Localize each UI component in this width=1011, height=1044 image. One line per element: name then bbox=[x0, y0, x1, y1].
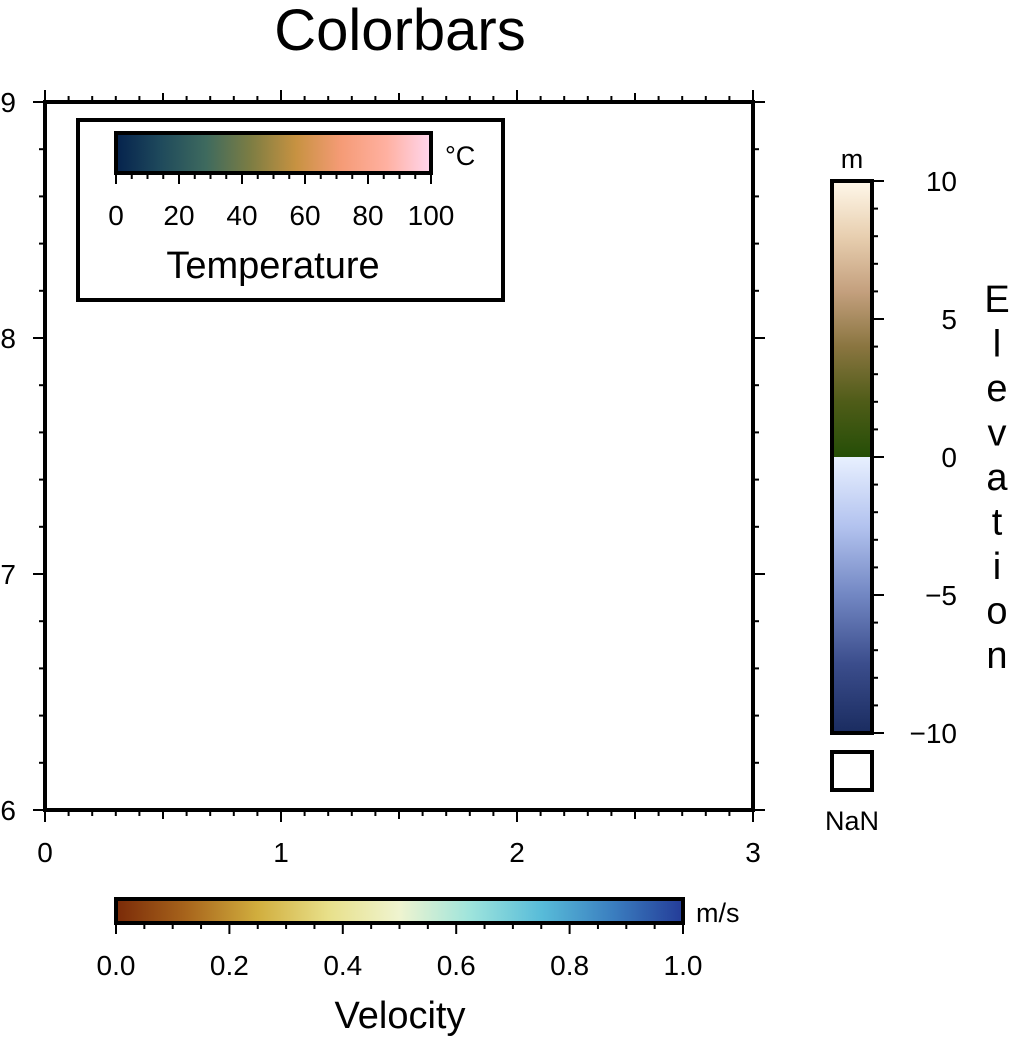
elevation-label-letter: i bbox=[993, 546, 1001, 588]
velocity-tick-label: 0.8 bbox=[550, 950, 589, 981]
elevation-tick-label: −10 bbox=[910, 718, 958, 749]
elevation-nan-label: NaN bbox=[825, 806, 879, 836]
x-tick-label: 0 bbox=[37, 837, 53, 868]
chart-title: Colorbars bbox=[274, 0, 525, 63]
y-tick-label: 7 bbox=[0, 559, 16, 590]
elevation-label-letter: l bbox=[993, 324, 1001, 366]
velocity-label: Velocity bbox=[335, 995, 466, 1037]
temperature-tick-label: 80 bbox=[352, 200, 383, 231]
elevation-label-letter: v bbox=[988, 413, 1007, 455]
elevation-label-letter: n bbox=[986, 635, 1007, 677]
elevation-tick-label: 0 bbox=[941, 442, 957, 473]
elevation-label-letter: o bbox=[986, 591, 1007, 633]
temperature-unit: °C bbox=[445, 141, 475, 171]
velocity-color-bar bbox=[114, 897, 685, 925]
temperature-tick-label: 20 bbox=[163, 200, 194, 231]
velocity-tick-label: 0.2 bbox=[210, 950, 249, 981]
x-tick-label: 1 bbox=[273, 837, 289, 868]
elevation-label-letter: e bbox=[986, 368, 1007, 410]
temperature-tick-label: 100 bbox=[408, 200, 455, 231]
elevation-label-letter: E bbox=[984, 279, 1009, 321]
elevation-tick-label: −5 bbox=[925, 580, 957, 611]
frame-ticks bbox=[33, 90, 765, 822]
y-tick-label: 8 bbox=[0, 323, 16, 354]
elevation-unit: m bbox=[841, 144, 864, 174]
velocity-unit: m/s bbox=[696, 898, 740, 928]
velocity-colorbar: 0.0 0.2 0.4 0.6 0.8 1.0 m/s Velocity bbox=[97, 897, 740, 1037]
elevation-positive-section bbox=[832, 181, 872, 457]
elevation-negative-section bbox=[832, 457, 872, 733]
elevation-tick-label: 10 bbox=[926, 166, 957, 197]
elevation-nan-swatch bbox=[830, 750, 874, 792]
temperature-colorbar: 0 20 40 60 80 100 °C Temperature bbox=[76, 118, 505, 302]
velocity-ticks: 0.0 0.2 0.4 0.6 0.8 1.0 bbox=[97, 923, 703, 981]
temperature-ticks: 0 20 40 60 80 100 bbox=[108, 173, 454, 231]
temperature-label: Temperature bbox=[166, 245, 379, 287]
temperature-color-bar bbox=[114, 131, 433, 175]
velocity-tick-label: 0.6 bbox=[437, 950, 476, 981]
temperature-tick-label: 40 bbox=[226, 200, 257, 231]
y-tick-label: 9 bbox=[0, 87, 16, 118]
temperature-tick-label: 0 bbox=[108, 200, 124, 231]
elevation-label-letter: t bbox=[992, 502, 1003, 544]
temperature-tick-label: 60 bbox=[289, 200, 320, 231]
elevation-label-letter: a bbox=[986, 457, 1008, 499]
velocity-tick-label: 0.0 bbox=[97, 950, 136, 981]
velocity-tick-label: 1.0 bbox=[664, 950, 703, 981]
frame-tick-labels: 0 1 2 3 6 7 8 9 bbox=[0, 87, 760, 868]
y-tick-label: 6 bbox=[0, 795, 16, 826]
velocity-tick-label: 0.4 bbox=[323, 950, 362, 981]
elevation-ticks: 10 5 0 −5 −10 bbox=[872, 166, 957, 749]
elevation-tick-label: 5 bbox=[941, 304, 957, 335]
x-tick-label: 3 bbox=[745, 837, 761, 868]
x-tick-label: 2 bbox=[509, 837, 525, 868]
